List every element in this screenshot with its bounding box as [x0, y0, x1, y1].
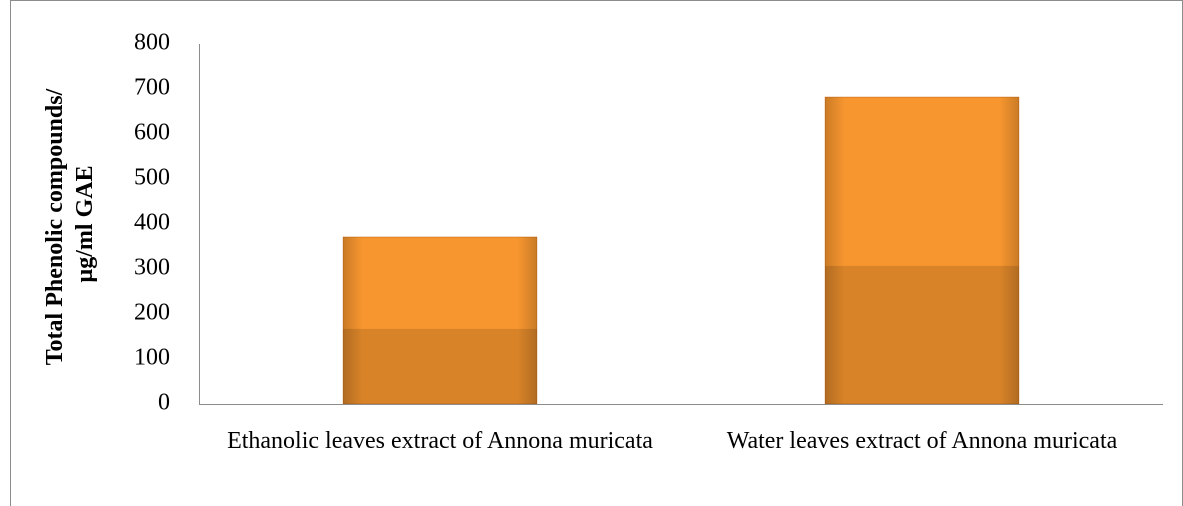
bar-bottom-shade: [343, 328, 537, 404]
y-tick-label: 0: [158, 390, 170, 416]
y-axis-label-line: µg/ml GAE: [72, 165, 98, 282]
bar-bottom-shade: [825, 265, 1019, 404]
y-tick-label: 500: [134, 165, 170, 191]
y-tick-label: 300: [134, 255, 170, 281]
y-axis-label-line: Total Phenolic compounds/: [42, 88, 68, 365]
y-tick-label: 600: [134, 120, 170, 146]
y-axis-label: Total Phenolic compounds/ µg/ml GAE: [42, 83, 98, 366]
x-tick-label: Ethanolic leaves extract of Annona muric…: [227, 428, 653, 454]
y-tick-label: 700: [134, 75, 170, 101]
y-tick-label: 100: [134, 345, 170, 371]
y-tick-label: 400: [134, 210, 170, 236]
y-tick-label: 800: [134, 30, 170, 56]
y-tick-label: 200: [134, 300, 170, 326]
x-tick-label: Water leaves extract of Annona muricata: [726, 428, 1118, 454]
